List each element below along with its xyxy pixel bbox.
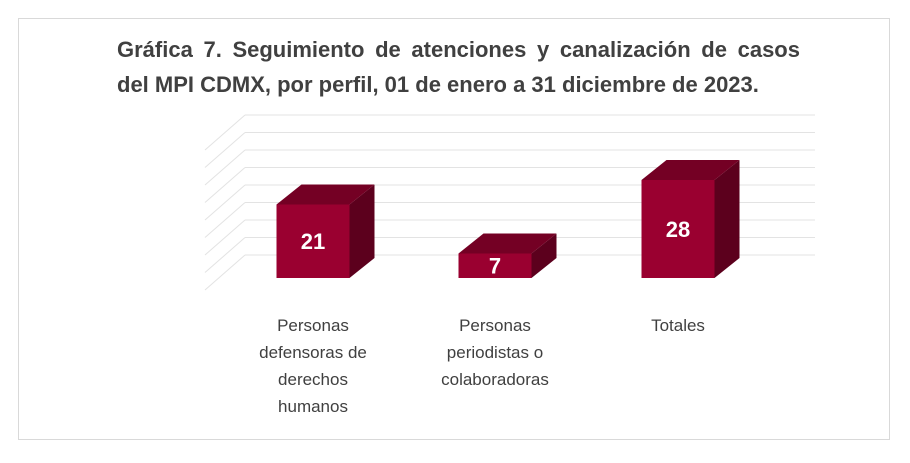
grid-line [204, 254, 246, 291]
bar [458, 253, 532, 278]
data-label: 7 [489, 254, 501, 279]
bar-side [349, 184, 375, 278]
bar [641, 180, 715, 278]
chart-frame [18, 18, 890, 440]
bar-side [714, 160, 740, 278]
grid-line [204, 149, 246, 186]
x-tick-label: Personas defensoras de derechos humanos [259, 316, 367, 416]
x-tick-label: Totales [651, 316, 705, 335]
bar-top [276, 184, 375, 205]
bar-top [641, 160, 740, 180]
grid-line [204, 219, 246, 256]
x-tick-label: Personas periodistas o colaboradoras [441, 316, 549, 389]
bar-top [458, 233, 557, 254]
bar-side [531, 233, 557, 278]
chart-title: Gráfica 7. Seguimiento de atenciones y c… [117, 37, 800, 97]
data-label: 21 [301, 229, 325, 254]
grid-line [204, 114, 246, 151]
grid-line [204, 167, 246, 203]
grid-line [204, 237, 246, 273]
grid-line [204, 202, 246, 238]
grid-line [204, 132, 246, 168]
data-label: 28 [666, 217, 690, 242]
bar [276, 204, 350, 278]
grid-line [204, 184, 246, 221]
